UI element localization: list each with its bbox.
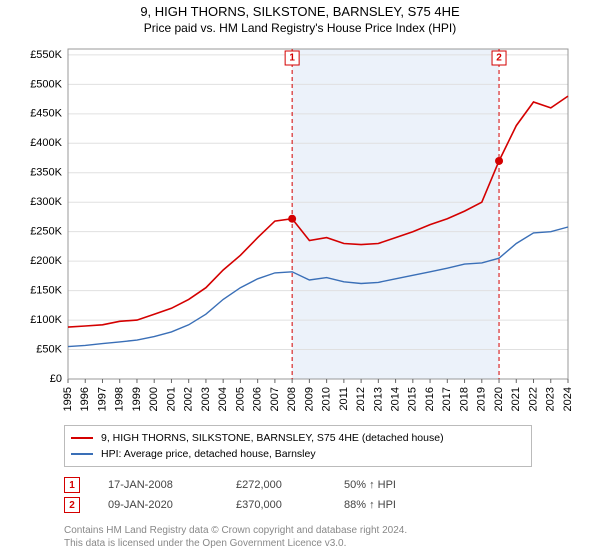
svg-text:2013: 2013: [372, 387, 384, 411]
svg-text:2010: 2010: [321, 387, 333, 411]
svg-text:2022: 2022: [527, 387, 539, 411]
svg-text:2024: 2024: [562, 387, 574, 411]
svg-text:1998: 1998: [114, 387, 126, 411]
svg-text:1997: 1997: [96, 387, 108, 411]
legend-swatch-hpi: [71, 453, 93, 455]
svg-text:£350K: £350K: [30, 167, 62, 179]
sale-date-2: 09-JAN-2020: [108, 499, 208, 511]
svg-text:£100K: £100K: [30, 314, 62, 326]
svg-text:£50K: £50K: [36, 343, 62, 355]
legend-label-property: 9, HIGH THORNS, SILKSTONE, BARNSLEY, S75…: [101, 432, 444, 444]
footer-line2: This data is licensed under the Open Gov…: [64, 538, 346, 549]
sale-price-1: £272,000: [236, 479, 316, 491]
sale-date-1: 17-JAN-2008: [108, 479, 208, 491]
sale-markers-table: 1 17-JAN-2008 £272,000 50% ↑ HPI 2 09-JA…: [64, 475, 600, 515]
svg-text:2009: 2009: [303, 387, 315, 411]
svg-text:1996: 1996: [79, 387, 91, 411]
svg-text:£0: £0: [50, 373, 62, 385]
sale-price-2: £370,000: [236, 499, 316, 511]
svg-text:2007: 2007: [269, 387, 281, 411]
svg-text:2008: 2008: [286, 387, 298, 411]
svg-text:£200K: £200K: [30, 255, 62, 267]
svg-text:1999: 1999: [131, 387, 143, 411]
footer-note: Contains HM Land Registry data © Crown c…: [64, 525, 534, 550]
svg-text:2023: 2023: [545, 387, 557, 411]
svg-text:2014: 2014: [389, 387, 401, 411]
svg-text:2020: 2020: [493, 387, 505, 411]
footer-line1: Contains HM Land Registry data © Crown c…: [64, 525, 407, 536]
chart-svg: £0 £50K £100K £150K £200K £250K £300K £350K £400…: [20, 41, 580, 421]
svg-text:2015: 2015: [407, 387, 419, 411]
legend-row-hpi: HPI: Average price, detached house, Barn…: [71, 446, 525, 462]
svg-text:2002: 2002: [183, 387, 195, 411]
svg-text:£550K: £550K: [30, 49, 62, 61]
svg-text:2016: 2016: [424, 387, 436, 411]
sale-marker-badge-2: 2: [64, 497, 80, 513]
svg-text:1: 1: [289, 53, 295, 64]
svg-text:£250K: £250K: [30, 226, 62, 238]
svg-text:2018: 2018: [458, 387, 470, 411]
svg-text:2001: 2001: [165, 387, 177, 411]
svg-text:2004: 2004: [217, 387, 229, 411]
legend: 9, HIGH THORNS, SILKSTONE, BARNSLEY, S75…: [64, 425, 532, 467]
sale-marker-badge-1: 1: [64, 477, 80, 493]
legend-label-hpi: HPI: Average price, detached house, Barn…: [101, 448, 316, 460]
svg-text:£450K: £450K: [30, 108, 62, 120]
sale-delta-1: 50% ↑ HPI: [344, 479, 396, 491]
sale-row-2: 2 09-JAN-2020 £370,000 88% ↑ HPI: [64, 495, 600, 515]
svg-text:£150K: £150K: [30, 285, 62, 297]
svg-text:£300K: £300K: [30, 196, 62, 208]
svg-text:1995: 1995: [62, 387, 74, 411]
svg-text:2: 2: [496, 53, 502, 64]
svg-text:2011: 2011: [338, 387, 350, 411]
svg-text:2003: 2003: [200, 387, 212, 411]
svg-text:2019: 2019: [476, 387, 488, 411]
sale-delta-2: 88% ↑ HPI: [344, 499, 396, 511]
svg-text:2006: 2006: [252, 387, 264, 411]
svg-text:2012: 2012: [355, 387, 367, 411]
svg-text:2021: 2021: [510, 387, 522, 411]
sale-row-1: 1 17-JAN-2008 £272,000 50% ↑ HPI: [64, 475, 600, 495]
legend-swatch-property: [71, 437, 93, 439]
svg-text:2000: 2000: [148, 387, 160, 411]
chart-area: £0 £50K £100K £150K £200K £250K £300K £350K £400…: [20, 41, 580, 421]
chart-title-block: 9, HIGH THORNS, SILKSTONE, BARNSLEY, S75…: [0, 0, 600, 35]
chart-title-line1: 9, HIGH THORNS, SILKSTONE, BARNSLEY, S75…: [0, 4, 600, 19]
chart-title-line2: Price paid vs. HM Land Registry's House …: [0, 21, 600, 35]
svg-text:£400K: £400K: [30, 137, 62, 149]
svg-text:2017: 2017: [441, 387, 453, 411]
svg-text:2005: 2005: [234, 387, 246, 411]
svg-text:£500K: £500K: [30, 78, 62, 90]
legend-row-property: 9, HIGH THORNS, SILKSTONE, BARNSLEY, S75…: [71, 430, 525, 446]
